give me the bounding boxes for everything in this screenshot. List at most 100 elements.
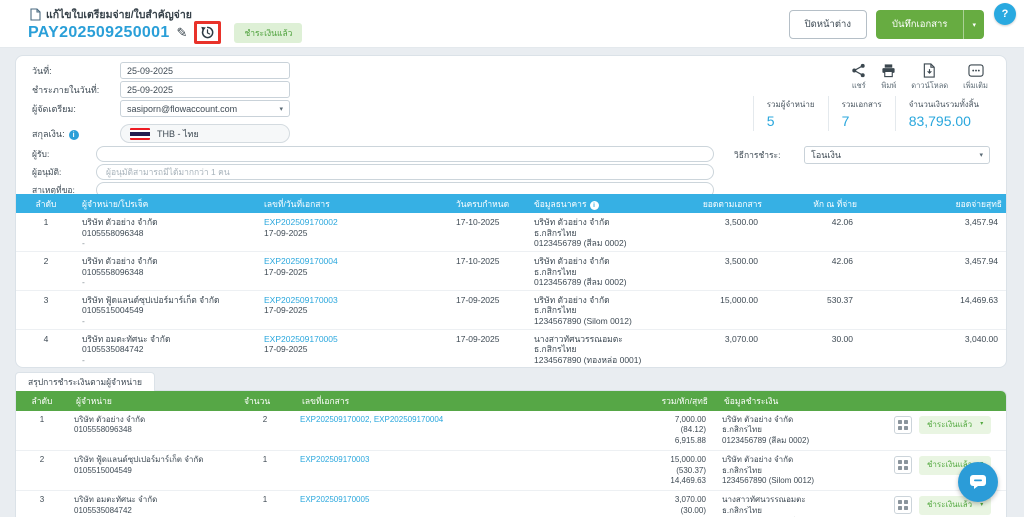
col-vendor: ผู้จำหน่าย/โปรเจ็ค — [82, 198, 149, 209]
info-icon[interactable]: i — [589, 200, 599, 210]
net-amount: 3,040.00 — [964, 333, 998, 344]
currency-label-text: สกุลเงิน: — [32, 128, 65, 139]
col-amount: ยอดตามเอกสาร — [702, 198, 762, 209]
bank-cell: นางสาวทัศนวรรณอมตะ ธ.กสิกรไทย 1234567890… — [528, 334, 678, 366]
vendor-tax-id: 0105535084742 — [82, 344, 144, 355]
doc-table-body: 1 บริษัท ตัวอย่าง จำกัด 0105558096348 - … — [16, 213, 1006, 367]
download-button[interactable]: ดาวน์โหลด — [911, 63, 948, 92]
detail-grid-button[interactable] — [894, 496, 912, 515]
payee-bank: ธ.กสิกรไทย — [722, 465, 762, 475]
edit-pencil-icon[interactable]: ✎ — [176, 24, 188, 40]
bank-account-no: 0123456789 (สีลม 0002) — [534, 277, 627, 288]
chat-support-button[interactable] — [958, 462, 998, 502]
detail-grid-button[interactable] — [894, 416, 912, 434]
vendor-extra: - — [82, 354, 85, 365]
bank-cell: บริษัท ตัวอย่าง จำกัด ธ.กสิกรไทย 0123456… — [528, 217, 678, 249]
doc-count: 2 — [262, 415, 268, 424]
help-button[interactable]: ? — [994, 3, 1016, 25]
summary-row: 2 บริษัท ฟู้ดแลนด์ซุปเปอร์มาร์เก็ต จำกัด… — [16, 451, 1006, 492]
date-input[interactable] — [120, 62, 290, 79]
doc-date: 17-09-2025 — [264, 266, 308, 277]
amount: 3,500.00 — [724, 217, 758, 227]
docs-cell: EXP202509170003 — [294, 455, 526, 486]
currency-select[interactable]: THB - ไทย — [120, 124, 290, 143]
vendor-cell: บริษัท ตัวอย่าง จำกัด 0105558096348 — [68, 415, 236, 446]
download-label: ดาวน์โหลด — [911, 81, 949, 90]
download-icon — [924, 63, 935, 78]
stat-vendors-value: 5 — [766, 113, 775, 129]
row-no: 2 — [43, 255, 49, 266]
row-actions: ชำระเงินแล้ว ▾ — [886, 415, 1006, 446]
document-number-row: PAY202509250001 ✎ ชำระเงินแล้ว — [28, 21, 303, 44]
due-date: 17-09-2025 — [456, 333, 500, 344]
payment-status-label: ชำระเงินแล้ว — [927, 500, 973, 510]
receiver-input[interactable] — [96, 146, 714, 162]
col-vendor: ผู้จำหน่าย — [76, 396, 112, 406]
expense-doc-links[interactable]: EXP202509170005 — [300, 495, 370, 505]
expense-doc-link[interactable]: EXP202509170005 — [264, 333, 338, 344]
expense-doc-link[interactable]: EXP202509170003 — [264, 294, 338, 305]
grid-icon — [898, 460, 908, 471]
page-title-row: แก้ไขใบเตรียมจ่าย/ใบสำคัญจ่าย — [30, 6, 192, 23]
detail-grid-button[interactable] — [894, 456, 912, 475]
payee-account: 1234567890 (Silom 0012) — [722, 475, 815, 485]
summary-row: 1 บริษัท ตัวอย่าง จำกัด 0105558096348 2 … — [16, 411, 1006, 452]
status-badge: ชำระเงินแล้ว — [234, 22, 303, 43]
deduct-amount: (84.12) — [680, 425, 706, 435]
col-wht: หัก ณ ที่จ่าย — [813, 198, 857, 209]
expense-doc-links[interactable]: EXP202509170002, EXP202509170004 — [300, 415, 444, 424]
currency-row: สกุลเงิน: i THB - ไทย — [32, 124, 290, 143]
doc-cell: EXP202509170005 17-09-2025 — [258, 334, 450, 366]
more-button[interactable]: เพิ่มเติม — [963, 63, 988, 92]
expense-doc-links[interactable]: EXP202509170003 — [300, 455, 370, 465]
payment-status-label: ชำระเงินแล้ว — [927, 460, 973, 470]
summary-row: 3 บริษัท อมตะทัศนะ จำกัด 0105535084742 1… — [16, 491, 1006, 517]
payment-status-dropdown[interactable]: ชำระเงินแล้ว ▾ — [919, 416, 992, 435]
col-bank-label: ข้อมูลธนาคาร — [534, 198, 587, 209]
deduct-amount: (530.37) — [676, 465, 706, 475]
chat-bubble-icon — [970, 475, 986, 489]
doc-table-row: 4 บริษัท อมตะทัศนะ จำกัด 0105535084742 -… — [16, 330, 1006, 367]
approver-input[interactable] — [96, 164, 714, 180]
stat-total-label: จำนวนเงินรวมทั้งสิ้น — [908, 100, 979, 109]
annotation-red-box — [194, 21, 222, 44]
vendor-extra: - — [82, 277, 85, 288]
tab-payment-summary[interactable]: สรุปการชำระเงินตามผู้จำหน่าย — [15, 372, 155, 391]
col-bank: ข้อมูลธนาคาร i — [528, 197, 678, 211]
preparer-select[interactable]: sasiporn@flowaccount.com ▾ — [120, 100, 290, 117]
vendor-name: บริษัท ฟู้ดแลนด์ซุปเปอร์มาร์เก็ต จำกัด — [82, 294, 220, 305]
withholding: 42.06 — [831, 217, 853, 227]
history-icon[interactable] — [200, 25, 215, 40]
close-window-button[interactable]: ปิดหน้าต่าง — [788, 10, 867, 39]
chevron-down-icon: ▾ — [980, 501, 984, 508]
col-docs: เลขที่เอกสาร — [302, 396, 350, 406]
expense-doc-link[interactable]: EXP202509170002 — [264, 217, 338, 227]
bank-account-name: บริษัท ตัวอย่าง จำกัด — [534, 217, 610, 227]
row-no: 1 — [39, 415, 45, 424]
expense-doc-link[interactable]: EXP202509170004 — [264, 255, 338, 266]
vendor-tax-id: 0105558096348 — [74, 425, 132, 435]
doc-cell: EXP202509170004 17-09-2025 — [258, 256, 450, 288]
more-label: เพิ่มเติม — [963, 81, 988, 90]
doc-date: 17-09-2025 — [264, 305, 308, 316]
share-button[interactable]: แชร์ — [851, 63, 866, 92]
total-amount: 15,000.00 — [670, 455, 706, 465]
more-icon — [967, 64, 984, 77]
amounts-cell: 7,000.00 (84.12) 6,915.88 — [526, 415, 716, 446]
vendor-extra: - — [82, 316, 85, 326]
payment-method-select[interactable]: โอนเงิน ▾ — [804, 146, 990, 164]
print-button[interactable]: พิมพ์ — [881, 63, 896, 92]
bank-account-name: บริษัท ตัวอย่าง จำกัด — [534, 255, 610, 266]
share-icon — [852, 63, 865, 78]
save-dropdown-caret[interactable]: ▾ — [963, 10, 984, 39]
preparer-row: ผู้จัดเตรียม: sasiporn@flowaccount.com ▾ — [32, 100, 290, 117]
vendor-name: บริษัท ตัวอย่าง จำกัด — [82, 217, 158, 227]
vendor-name: บริษัท ตัวอย่าง จำกัด — [74, 415, 146, 424]
save-document-label[interactable]: บันทึกเอกสาร — [892, 19, 948, 30]
due-date: 17-10-2025 — [456, 217, 500, 227]
vendor-name: บริษัท อมตะทัศนะ จำกัด — [82, 333, 171, 344]
payment-voucher-card: วันที่: ชำระภายในวันที่: ผู้จัดเตรียม: s… — [15, 55, 1007, 368]
pay-within-input[interactable] — [120, 81, 290, 98]
info-icon[interactable]: i — [68, 130, 79, 140]
save-document-button[interactable]: บันทึกเอกสาร ▾ — [876, 10, 984, 39]
